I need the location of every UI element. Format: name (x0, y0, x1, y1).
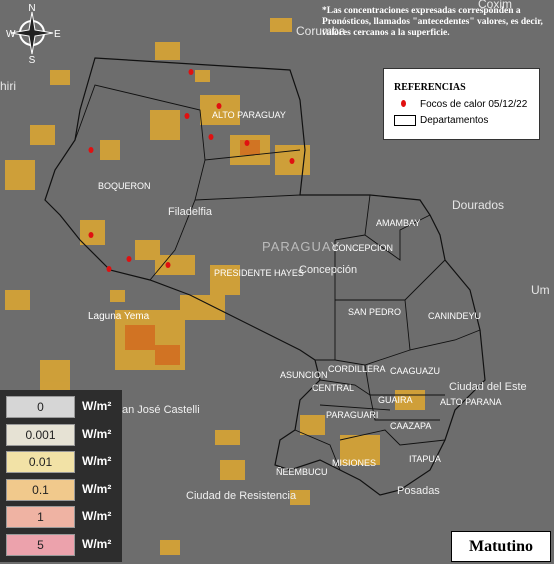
compass-e: E (54, 29, 61, 40)
compass-s: S (29, 55, 36, 66)
scale-value: 0 (6, 396, 75, 418)
legend-fire-symbol (401, 100, 406, 107)
scale-row: 0 W/m² (6, 396, 118, 418)
department-label: SAN PEDRO (348, 307, 401, 317)
country-label: PARAGUAY (262, 239, 340, 254)
legend-item: Focos de calor 05/12/22 (420, 99, 528, 110)
city-label: ASUNCION (280, 370, 328, 380)
department-label: PARAGUARI (326, 410, 378, 420)
department-label: CONCEPCION (332, 243, 393, 253)
scale-unit: W/m² (82, 481, 112, 496)
city-label: hiri (0, 79, 16, 93)
city-label: Coxim (478, 0, 512, 11)
city-label: Laguna Yema (88, 311, 150, 322)
scale-value: 0.01 (6, 451, 75, 473)
city-label: Filadelfia (168, 206, 213, 218)
city-label: Dourados (452, 198, 504, 212)
department-label: BOQUERON (98, 181, 151, 191)
department-label: MISIONES (332, 458, 376, 468)
fire-points (88, 69, 295, 272)
compass (10, 11, 54, 55)
legend: REFERENCIAS Focos de calor 05/12/22 Depa… (383, 68, 540, 140)
city-label: Corumba (296, 24, 346, 38)
scale-value: 0.001 (6, 423, 75, 446)
forecast-note: *Las concentraciones expresadas correspo… (322, 6, 543, 38)
scale-unit: W/m² (82, 454, 112, 468)
city-label: Um (531, 283, 550, 297)
scale-unit: W/m² (82, 426, 112, 441)
city-label: Posadas (397, 485, 440, 497)
city-label: Ciudad de Resistencia (186, 490, 297, 502)
scale-value: 0.1 (6, 478, 75, 501)
department-label: CORDILLERA (328, 364, 386, 374)
department-label: ÑEEMBUCU (276, 467, 328, 477)
color-scale: 0 W/m² 0.001 W/m² 0.01 W/m² 0.1 W/m² 1 W/m² 5 W/m² (0, 390, 122, 562)
scale-row: 1 W/m² (6, 506, 118, 528)
scale-row: 5 W/m² (6, 533, 118, 556)
legend-title: REFERENCIAS (394, 82, 466, 93)
department-label: CENTRAL (312, 383, 354, 393)
department-borders (74, 84, 481, 471)
country-outline (44, 57, 486, 496)
scale-value: 5 (6, 533, 75, 556)
legend-border-symbol (394, 115, 416, 126)
department-label: AMAMBAY (376, 218, 420, 228)
legend-item: Departamentos (420, 115, 489, 126)
scale-unit: W/m² (82, 399, 112, 413)
compass-w: W (6, 29, 16, 40)
city-label: Ciudad del Este (449, 381, 527, 393)
department-label: CANINDEYU (428, 311, 481, 321)
scale-unit: W/m² (82, 536, 112, 551)
city-label: Concepción (299, 264, 357, 276)
department-label: ITAPUA (409, 454, 441, 464)
scale-row: 0.001 W/m² (6, 423, 118, 446)
department-label: CAAZAPA (390, 421, 431, 431)
department-label: ALTO PARAGUAY (212, 110, 286, 120)
scale-row: 0.1 W/m² (6, 478, 118, 501)
scale-row: 0.01 W/m² (6, 451, 118, 473)
city-label: an José Castelli (122, 404, 200, 416)
scale-unit: W/m² (82, 509, 112, 523)
compass-n: N (28, 3, 35, 14)
scale-value: 1 (6, 506, 75, 528)
period-label: Matutino (451, 531, 551, 562)
department-label: PRESIDENTE HAYES (214, 268, 304, 278)
department-label: GUAIRA (378, 395, 413, 405)
department-label: CAAGUAZU (390, 366, 440, 376)
department-label: ALTO PARANA (440, 397, 502, 407)
